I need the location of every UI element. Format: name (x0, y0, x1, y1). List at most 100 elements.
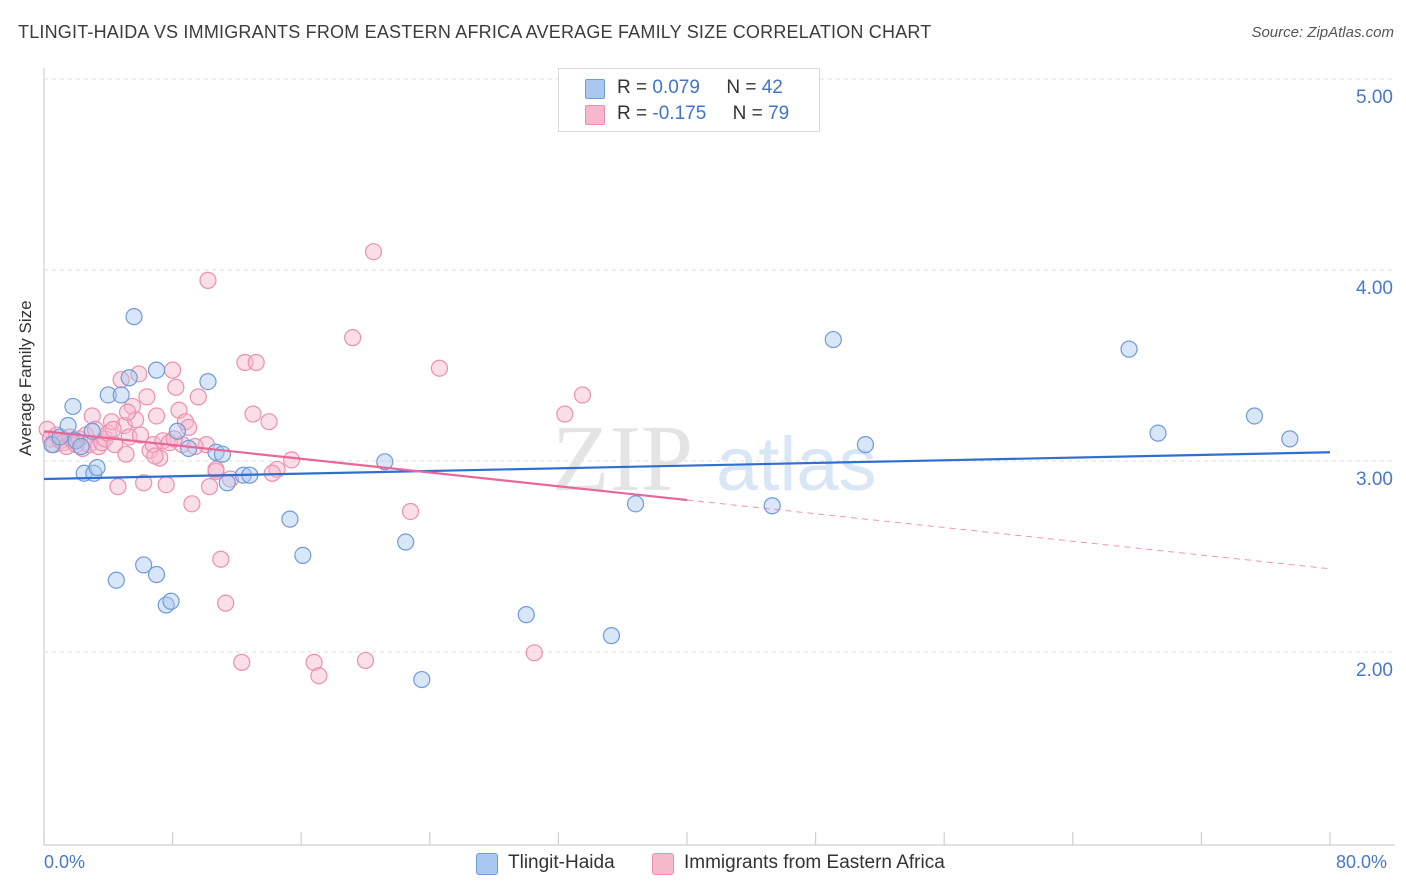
data-point (430, 359, 449, 377)
data-point (356, 651, 375, 670)
legend-swatch-blue (585, 79, 605, 99)
data-point (164, 361, 182, 379)
legend-r-value: 0.079 (652, 77, 700, 98)
data-point (99, 386, 117, 404)
data-point (117, 445, 135, 463)
data-point (180, 418, 198, 437)
data-point (162, 592, 180, 610)
data-point (138, 388, 156, 406)
data-point (305, 653, 323, 671)
bottom-legend-swatch-pink (652, 853, 674, 875)
correlation-legend: R = 0.079 N = 42 R = -0.175 N = 79 (558, 68, 820, 132)
data-point (64, 397, 82, 416)
data-point (183, 495, 201, 513)
data-point (344, 329, 362, 347)
data-point (1149, 424, 1167, 442)
data-point (157, 476, 175, 494)
data-point (413, 670, 431, 689)
y-tick-labels: 2.00 3.00 4.00 5.00 (1356, 87, 1393, 681)
data-point (282, 451, 301, 469)
data-point (1281, 430, 1299, 448)
data-point (310, 667, 328, 685)
trend-line-immigrants (43, 430, 688, 502)
data-point (72, 437, 90, 456)
data-point (135, 474, 153, 492)
data-point (104, 420, 122, 438)
data-point (112, 386, 130, 404)
x-tick-label-min: 0.0% (44, 852, 86, 872)
data-point (1120, 340, 1138, 358)
y-tick-label: 4.00 (1356, 278, 1393, 299)
data-point (38, 420, 56, 438)
series-immigrants-points (38, 243, 592, 685)
data-point (397, 533, 415, 551)
data-point (824, 330, 842, 349)
data-point (168, 422, 187, 440)
data-point (207, 460, 225, 479)
data-point (125, 308, 143, 326)
data-point (147, 407, 166, 425)
data-point (131, 426, 150, 444)
data-point (233, 653, 251, 671)
data-point (525, 644, 543, 662)
data-point (281, 510, 299, 528)
legend-n-label: N = (732, 103, 763, 124)
data-point (88, 458, 106, 477)
data-point (135, 556, 153, 574)
data-point (59, 416, 77, 435)
data-point (120, 369, 138, 387)
data-point (1245, 407, 1264, 425)
x-tick-label-max: 80.0% (1336, 852, 1388, 872)
data-point (856, 436, 875, 454)
bottom-legend-label: Immigrants from Eastern Africa (684, 852, 945, 873)
legend-r-label: R = (617, 103, 648, 124)
data-point (199, 271, 217, 289)
axes (43, 68, 1395, 846)
data-point (199, 372, 217, 391)
legend-text: R = -0.175 N = 79 (617, 103, 789, 125)
data-point (626, 495, 645, 513)
legend-r-value: -0.175 (652, 103, 707, 124)
y-tick-label: 2.00 (1356, 660, 1393, 681)
bottom-legend-swatch-blue (476, 853, 498, 875)
data-point (189, 388, 207, 406)
data-point (147, 565, 166, 584)
data-point (260, 413, 278, 431)
data-point (218, 474, 236, 492)
data-point (364, 243, 383, 261)
data-point (247, 353, 265, 372)
legend-text: R = 0.079 N = 42 (617, 77, 783, 99)
data-point (107, 571, 125, 589)
watermark-zip: ZIP (552, 407, 693, 511)
legend-n-label: N = (726, 77, 757, 98)
source-label: Source: ZipAtlas.com (1251, 24, 1394, 41)
trend-line-immigrants-extension (686, 499, 1331, 570)
data-point (763, 497, 781, 515)
legend-n-value: 79 (768, 103, 790, 124)
legend-swatch-pink (585, 105, 605, 125)
data-point (602, 627, 621, 645)
legend-r-label: R = (617, 77, 648, 98)
data-point (118, 403, 137, 421)
data-point (213, 445, 232, 463)
data-point (167, 378, 185, 396)
data-point (83, 407, 101, 425)
data-point (180, 439, 198, 458)
data-point (294, 546, 312, 565)
data-point (376, 453, 394, 471)
data-point (212, 550, 230, 568)
data-point (146, 447, 164, 465)
data-point (130, 365, 148, 383)
data-point (200, 478, 219, 496)
trend-line-tlingit (43, 451, 1331, 481)
y-tick-label: 3.00 (1356, 469, 1393, 490)
watermark: ZIP atlas (552, 407, 877, 511)
y-tick-label: 5.00 (1356, 87, 1393, 108)
data-point (244, 405, 262, 423)
data-point (217, 594, 235, 612)
data-point (517, 606, 535, 624)
data-point (401, 502, 420, 521)
data-point (109, 478, 127, 496)
data-point (573, 386, 592, 404)
